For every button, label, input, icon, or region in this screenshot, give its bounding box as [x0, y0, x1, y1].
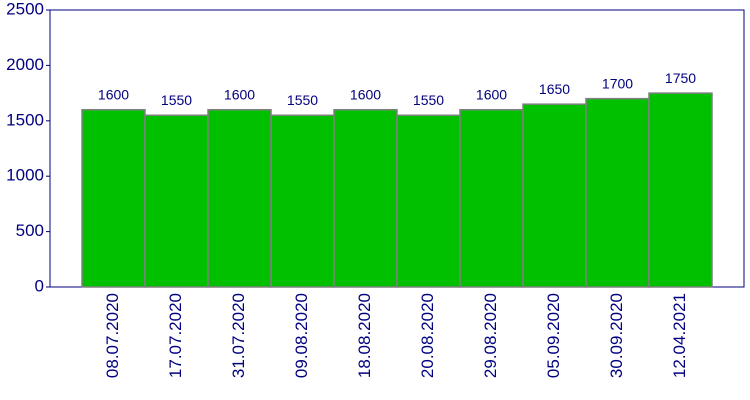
bar: [396, 114, 461, 288]
bar: [333, 108, 398, 288]
y-tick-label: 2500: [6, 0, 44, 18]
data-label: 1550: [413, 92, 444, 108]
x-tick-label: 20.08.2020: [418, 293, 437, 378]
x-tick-label: 05.09.2020: [544, 293, 563, 378]
x-tick-label: 29.08.2020: [481, 293, 500, 378]
data-label: 1700: [602, 75, 633, 91]
data-label: 1600: [224, 86, 255, 102]
x-tick-label: 12.04.2021: [670, 293, 689, 378]
y-tick-label: 500: [16, 221, 44, 240]
bar: [207, 108, 272, 288]
bar: [144, 114, 209, 288]
bar: [585, 97, 650, 288]
x-tick-label: 30.09.2020: [607, 293, 626, 378]
y-tick-label: 1500: [6, 110, 44, 129]
data-label: 1750: [665, 70, 696, 86]
data-label: 1550: [161, 92, 192, 108]
y-tick-label: 0: [35, 276, 44, 295]
data-label: 1600: [350, 86, 381, 102]
x-tick-label: 31.07.2020: [229, 293, 248, 378]
bar: [648, 92, 713, 288]
x-tick-label: 08.07.2020: [103, 293, 122, 378]
bar: [270, 114, 335, 288]
data-label: 1550: [287, 92, 318, 108]
bar: [522, 103, 587, 288]
data-label: 1650: [539, 81, 570, 97]
x-tick-label: 09.08.2020: [292, 293, 311, 378]
bar: [81, 108, 146, 288]
data-label: 1600: [476, 86, 507, 102]
y-tick-label: 1000: [6, 166, 44, 185]
x-tick-label: 18.08.2020: [355, 293, 374, 378]
y-tick-label: 2000: [6, 55, 44, 74]
bar: [459, 108, 524, 288]
data-label: 1600: [98, 86, 129, 102]
x-tick-label: 17.07.2020: [166, 293, 185, 378]
